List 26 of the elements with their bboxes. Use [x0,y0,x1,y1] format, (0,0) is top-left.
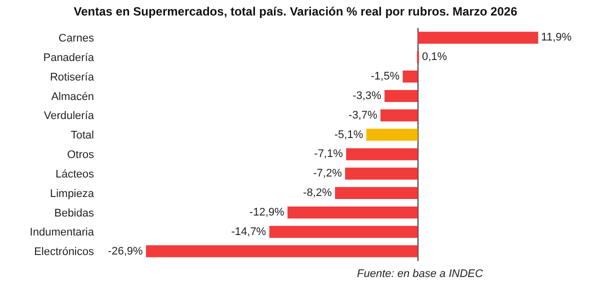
chart-title: Ventas en Supermercados, total país. Variación % real por rubros. Marzo 2026 [74,4,518,19]
source-note: Fuente: en base a INDEC [357,268,484,280]
y-tick-label: Indumentaria [30,226,95,239]
y-tick-label: Rotisería [50,71,95,84]
y-tick-label: Limpieza [50,188,95,200]
y-tick-label: Total [70,130,94,142]
y-tick-label: Panadería [43,52,95,64]
data-label: -3,3% [352,90,382,102]
y-tick-label: Verdulería [44,110,95,122]
y-tick-label: Carnes [58,32,94,45]
data-label: 0,1% [422,51,448,64]
y-tick-label: Lácteos [55,168,94,180]
data-label: -3,7% [348,109,378,122]
data-label: -5,1% [334,128,364,141]
data-label: -8,2% [303,187,332,200]
data-label: -7,2% [313,168,342,180]
y-tick-label: Bebidas [54,207,94,220]
data-label: 11,9% [541,32,572,44]
y-tick-label: Otros [67,149,94,162]
y-tick-label: Almacén [51,90,94,103]
data-label: -7,1% [314,148,344,160]
data-label: -14,7% [231,226,266,238]
data-label: -26,9% [108,245,143,258]
data-label: -1,5% [370,70,400,83]
data-label: -12,9% [249,206,284,218]
y-tick-label: Electrónicos [34,246,94,258]
